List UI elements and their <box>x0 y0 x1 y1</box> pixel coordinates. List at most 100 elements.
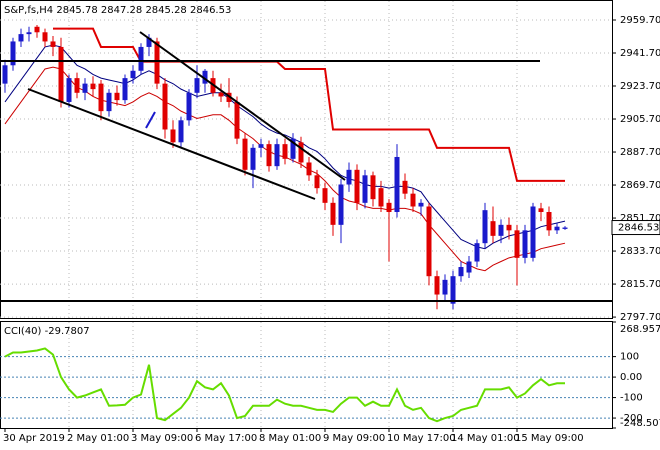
candle-body <box>202 70 208 84</box>
x-tick-label: 3 May 09:00 <box>131 433 193 444</box>
candle-body <box>122 78 128 101</box>
candle-body <box>490 221 496 236</box>
candle-body <box>2 65 8 84</box>
candle-body <box>274 144 280 167</box>
candle-body <box>194 78 200 93</box>
y-tick-label: 100 <box>620 352 639 363</box>
candle-body <box>354 169 360 203</box>
candle-body <box>530 206 536 258</box>
x-tick-label: 30 Apr 2019 <box>3 433 65 444</box>
main-frame <box>0 0 613 319</box>
y-tick-label: 2833.70 <box>620 246 660 257</box>
x-tick-label: 9 May 09:00 <box>323 433 385 444</box>
candle-body <box>514 230 520 258</box>
y-tick-label: 2923.70 <box>620 81 660 92</box>
current-price: 2846.53 <box>618 223 659 234</box>
candle-body <box>474 243 480 262</box>
candle-body <box>90 83 96 90</box>
candle-body <box>266 144 272 167</box>
candle-body <box>338 184 344 225</box>
candle-body <box>18 34 24 42</box>
candle-body <box>82 83 88 93</box>
y-tick-label: 2959.70 <box>620 15 660 26</box>
candle-body <box>170 129 176 143</box>
candle-body <box>234 101 240 139</box>
y-tick-label: -100 <box>620 393 643 404</box>
candle-body <box>146 37 152 47</box>
candle-body <box>298 142 304 163</box>
ohlc: 2847.28 <box>101 5 142 16</box>
trendline <box>27 88 316 200</box>
candle-body <box>42 32 48 42</box>
candle-body <box>434 276 440 295</box>
candle-body <box>186 92 192 121</box>
candle-body <box>370 175 376 200</box>
candle-body <box>130 70 136 79</box>
candle-body <box>306 162 312 176</box>
candle-body <box>346 169 352 185</box>
candle-body <box>290 138 296 159</box>
candle-body <box>546 212 552 231</box>
candle-body <box>442 279 448 295</box>
x-tick-label: 10 May 17:00 <box>387 433 456 444</box>
candle-body <box>258 144 264 148</box>
y-tick-label: -200 <box>620 413 643 424</box>
indicator-line <box>4 44 566 250</box>
candle-body <box>138 46 144 71</box>
candle-body <box>58 46 64 102</box>
candle-body <box>426 206 432 277</box>
candle-body <box>402 180 408 194</box>
y-tick-label: 2815.70 <box>620 279 660 290</box>
candle-body <box>538 208 544 212</box>
candle-body <box>394 156 400 212</box>
trendline <box>145 111 156 129</box>
price-tag <box>611 220 660 236</box>
indicator-last: -29.7807 <box>45 326 90 337</box>
candle-body <box>26 32 32 35</box>
indicator-line <box>53 27 565 182</box>
candle-body <box>386 202 392 212</box>
candle-body <box>466 261 472 273</box>
y-tick-label: 2941.70 <box>620 48 660 59</box>
candle-body <box>378 188 384 207</box>
candle-body <box>50 41 56 47</box>
candle-body <box>418 202 424 207</box>
candle-body <box>362 175 368 203</box>
candle-body <box>330 202 336 225</box>
y-tick-label: -248.5077 <box>620 418 660 429</box>
x-tick-label: 15 May 09:00 <box>515 433 584 444</box>
ohlc: 2845.78 <box>56 5 97 16</box>
candle-body <box>410 193 416 207</box>
y-tick-label: 0.00 <box>620 372 642 383</box>
candle-body <box>154 41 160 84</box>
y-tick-label: 2851.70 <box>620 213 660 224</box>
x-tick-label: 14 May 01:00 <box>451 433 520 444</box>
candle-body <box>34 26 40 33</box>
candle-body <box>450 276 456 304</box>
candle-body <box>522 230 528 258</box>
x-tick-label: 6 May 17:00 <box>195 433 257 444</box>
ohlc: 2845.28 <box>145 5 186 16</box>
trendline <box>139 31 346 181</box>
candle-body <box>178 120 184 143</box>
candle-body <box>554 226 560 231</box>
x-tick-label: 2 May 01:00 <box>67 433 129 444</box>
cci-line <box>4 347 566 423</box>
candle-body <box>218 92 224 97</box>
header: S&P,fs,H4 2845.78 2847.28 2845.28 2846.5… <box>4 5 231 16</box>
candle-body <box>322 188 328 203</box>
candle-body <box>562 227 568 229</box>
candle-body <box>74 78 80 93</box>
candle-body <box>498 224 504 236</box>
candle-body <box>114 92 120 101</box>
candle-body <box>458 267 464 277</box>
ohlc: 2846.53 <box>190 5 231 16</box>
symbol: S&P,fs,H4 <box>4 5 53 16</box>
indicator-frame <box>0 321 613 429</box>
candle-body <box>314 175 320 189</box>
y-tick-label: 2905.70 <box>620 114 660 125</box>
candle-body <box>106 92 112 112</box>
candle-body <box>482 210 488 244</box>
x-tick-label: 8 May 01:00 <box>259 433 321 444</box>
